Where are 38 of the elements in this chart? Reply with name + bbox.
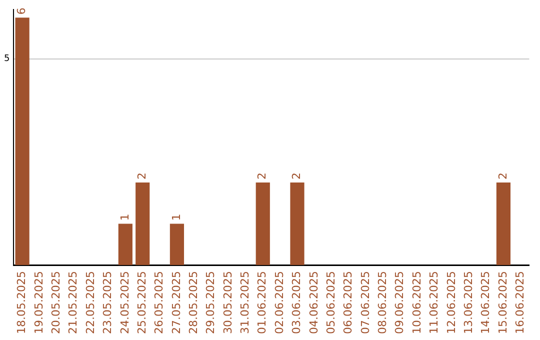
data-label: 1 bbox=[118, 214, 132, 221]
x-tick-label: 21.05.2025 bbox=[66, 271, 80, 334]
x-tick-label: 07.06.2025 bbox=[358, 271, 372, 334]
x-tick-label: 09.06.2025 bbox=[393, 271, 406, 334]
data-label: 2 bbox=[256, 172, 269, 180]
x-tick-label: 31.05.2025 bbox=[238, 271, 252, 334]
x-tick-label: 03.06.2025 bbox=[290, 271, 304, 334]
x-tick-label: 30.05.2025 bbox=[221, 271, 234, 334]
x-tick-label: 19.05.2025 bbox=[32, 271, 46, 334]
x-tick-label: 25.05.2025 bbox=[135, 271, 148, 334]
x-tick-label: 26.05.2025 bbox=[152, 271, 166, 334]
x-tick-label: 14.06.2025 bbox=[479, 271, 492, 334]
x-tick-label: 28.05.2025 bbox=[187, 271, 200, 334]
y-tick-label: 5 bbox=[4, 54, 10, 64]
x-tick-label: 11.06.2025 bbox=[428, 271, 441, 334]
x-tick-label: 29.05.2025 bbox=[204, 271, 218, 334]
x-tick-label: 24.05.2025 bbox=[118, 271, 132, 334]
x-tick-label: 04.06.2025 bbox=[307, 271, 320, 334]
data-label: 6 bbox=[15, 8, 28, 15]
data-label: 2 bbox=[135, 172, 148, 180]
x-tick-label: 16.06.2025 bbox=[513, 271, 526, 334]
data-label: 2 bbox=[496, 172, 510, 180]
x-tick-label: 27.05.2025 bbox=[170, 271, 183, 334]
x-tick-label: 12.06.2025 bbox=[444, 271, 458, 334]
x-tick-label: 15.06.2025 bbox=[496, 271, 510, 334]
x-tick-label: 22.05.2025 bbox=[84, 271, 97, 334]
x-tick-label: 10.06.2025 bbox=[410, 271, 424, 334]
x-tick-label: 18.05.2025 bbox=[15, 271, 28, 334]
x-tick-label: 05.06.2025 bbox=[324, 271, 338, 334]
x-tick-label: 20.05.2025 bbox=[50, 271, 63, 334]
x-tick-label: 23.05.2025 bbox=[101, 271, 114, 334]
data-label: 2 bbox=[290, 172, 304, 180]
x-tick-label: 13.06.2025 bbox=[462, 271, 475, 334]
x-tick-label: 08.06.2025 bbox=[376, 271, 390, 334]
x-tick-label: 06.06.2025 bbox=[342, 271, 355, 334]
x-tick-label: 01.06.2025 bbox=[256, 271, 269, 334]
data-label: 1 bbox=[170, 214, 183, 221]
x-tick-label: 02.06.2025 bbox=[272, 271, 286, 334]
